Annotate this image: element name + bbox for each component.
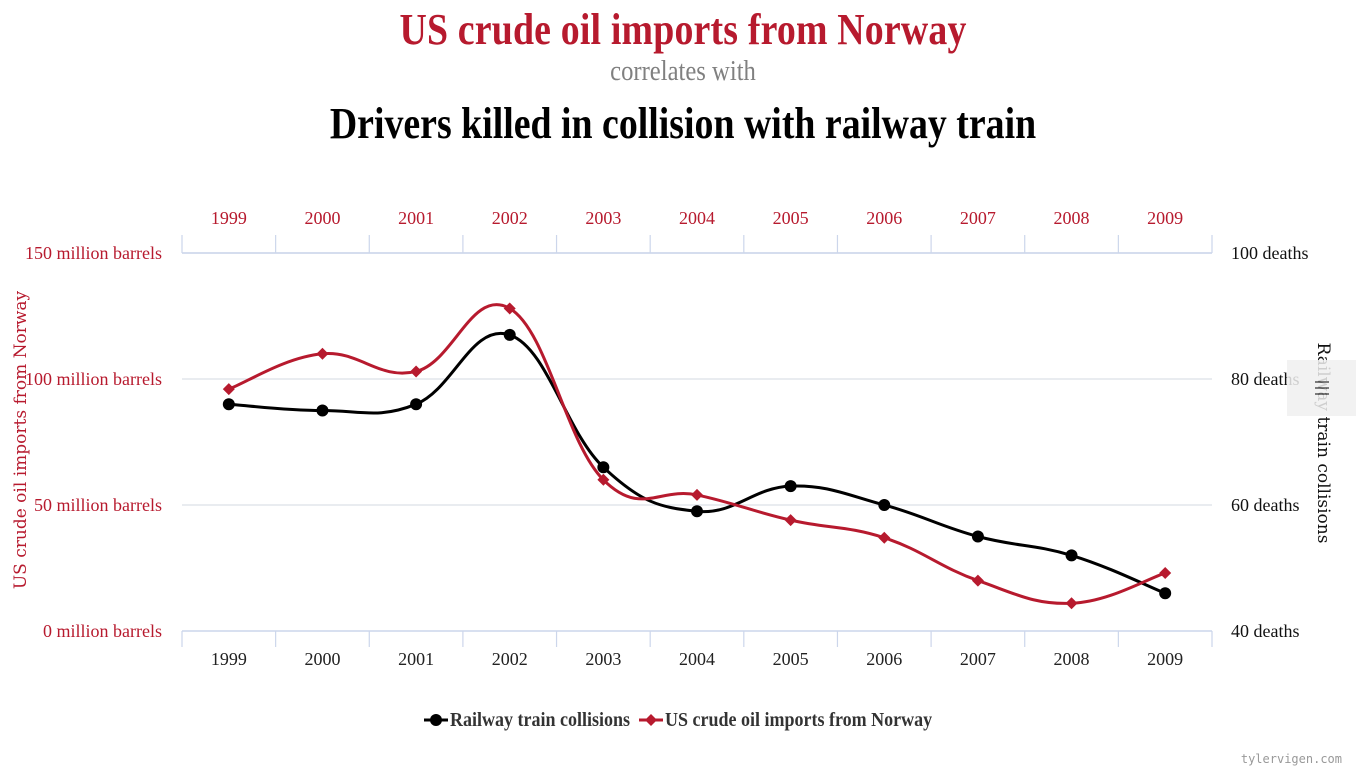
right-axis-label: 100 deaths <box>1231 243 1308 263</box>
top-year-label: 2007 <box>960 208 996 228</box>
bottom-year-label: 2008 <box>1054 649 1090 669</box>
data-point-railway <box>1159 587 1172 600</box>
right-axis-label: 60 deaths <box>1231 495 1299 515</box>
export-menu-button[interactable] <box>1287 360 1356 416</box>
chart-second-title: Drivers killed in collision with railway… <box>329 99 1037 148</box>
bottom-year-label: 2005 <box>773 649 809 669</box>
top-year-label: 1999 <box>211 208 247 228</box>
data-point-oil <box>410 365 423 378</box>
series-line-oil <box>228 303 1166 605</box>
right-axis-label: 80 deaths <box>1231 369 1299 389</box>
chart-subtitle: correlates with <box>610 56 756 87</box>
data-point-railway <box>971 530 984 543</box>
legend-label-oil: US crude oil imports from Norway <box>665 708 933 731</box>
data-point-railway <box>691 505 703 518</box>
data-point-oil <box>503 302 516 315</box>
top-year-label: 2002 <box>492 208 528 228</box>
data-point-oil <box>971 574 984 587</box>
left-axis-label: 0 million barrels <box>43 621 162 641</box>
bottom-year-label: 1999 <box>211 649 247 669</box>
left-axis-label: 100 million barrels <box>25 369 162 389</box>
data-point-railway <box>410 398 423 411</box>
data-point-oil <box>878 531 891 544</box>
data-point-oil <box>1065 597 1078 610</box>
series-line-railway <box>228 331 1166 595</box>
bottom-year-label: 2003 <box>585 649 621 669</box>
legend-item-railway[interactable]: Railway train collisions <box>422 709 632 732</box>
bottom-year-label: 2002 <box>492 649 528 669</box>
bottom-year-label: 2004 <box>679 649 715 669</box>
left-axis-title: US crude oil imports from Norway <box>11 290 31 589</box>
data-point-railway <box>316 404 329 417</box>
bottom-year-label: 2007 <box>960 649 996 669</box>
data-point-oil <box>316 347 329 360</box>
top-year-label: 2005 <box>773 208 809 228</box>
data-point-railway <box>784 480 797 493</box>
top-year-label: 2009 <box>1147 208 1183 228</box>
legend-item-oil[interactable]: US crude oil imports from Norway <box>637 709 944 732</box>
top-year-label: 2006 <box>866 208 902 228</box>
data-point-oil <box>691 488 703 501</box>
top-year-label: 2001 <box>398 208 434 228</box>
chart-legend: Railway train collisions US crude oil im… <box>0 708 1366 732</box>
menu-icon[interactable] <box>1315 381 1329 383</box>
data-point-railway <box>1065 549 1078 562</box>
data-point-oil <box>222 383 235 396</box>
top-year-label: 2008 <box>1054 208 1090 228</box>
data-point-oil <box>597 473 610 486</box>
top-year-label: 2004 <box>679 208 715 228</box>
bottom-year-label: 2000 <box>304 649 340 669</box>
right-axis-label: 40 deaths <box>1231 621 1299 641</box>
data-point-oil <box>1159 567 1172 580</box>
chart-title: US crude oil imports from Norway <box>399 5 967 54</box>
correlation-chart: 1999 1999 2000 2000 2001 2001 2002 2002 2003 2003… <box>11 208 1333 669</box>
bottom-year-label: 2006 <box>866 649 902 669</box>
data-point-railway <box>597 461 610 474</box>
left-axis-label: 150 million barrels <box>25 243 162 263</box>
data-point-railway <box>222 398 235 411</box>
data-point-railway <box>878 499 891 511</box>
top-year-label: 2000 <box>304 208 340 228</box>
legend-symbol-diamond <box>639 714 664 727</box>
legend-label-railway: Railway train collisions <box>450 708 631 731</box>
bottom-year-label: 2009 <box>1147 649 1183 669</box>
data-point-railway <box>503 328 516 341</box>
data-point-oil <box>784 514 797 527</box>
bottom-year-label: 2001 <box>398 649 434 669</box>
left-axis-label: 50 million barrels <box>34 495 162 515</box>
source-credit: tylervigen.com <box>1240 752 1342 766</box>
top-year-label: 2003 <box>585 208 621 228</box>
legend-symbol-circle <box>424 714 449 727</box>
